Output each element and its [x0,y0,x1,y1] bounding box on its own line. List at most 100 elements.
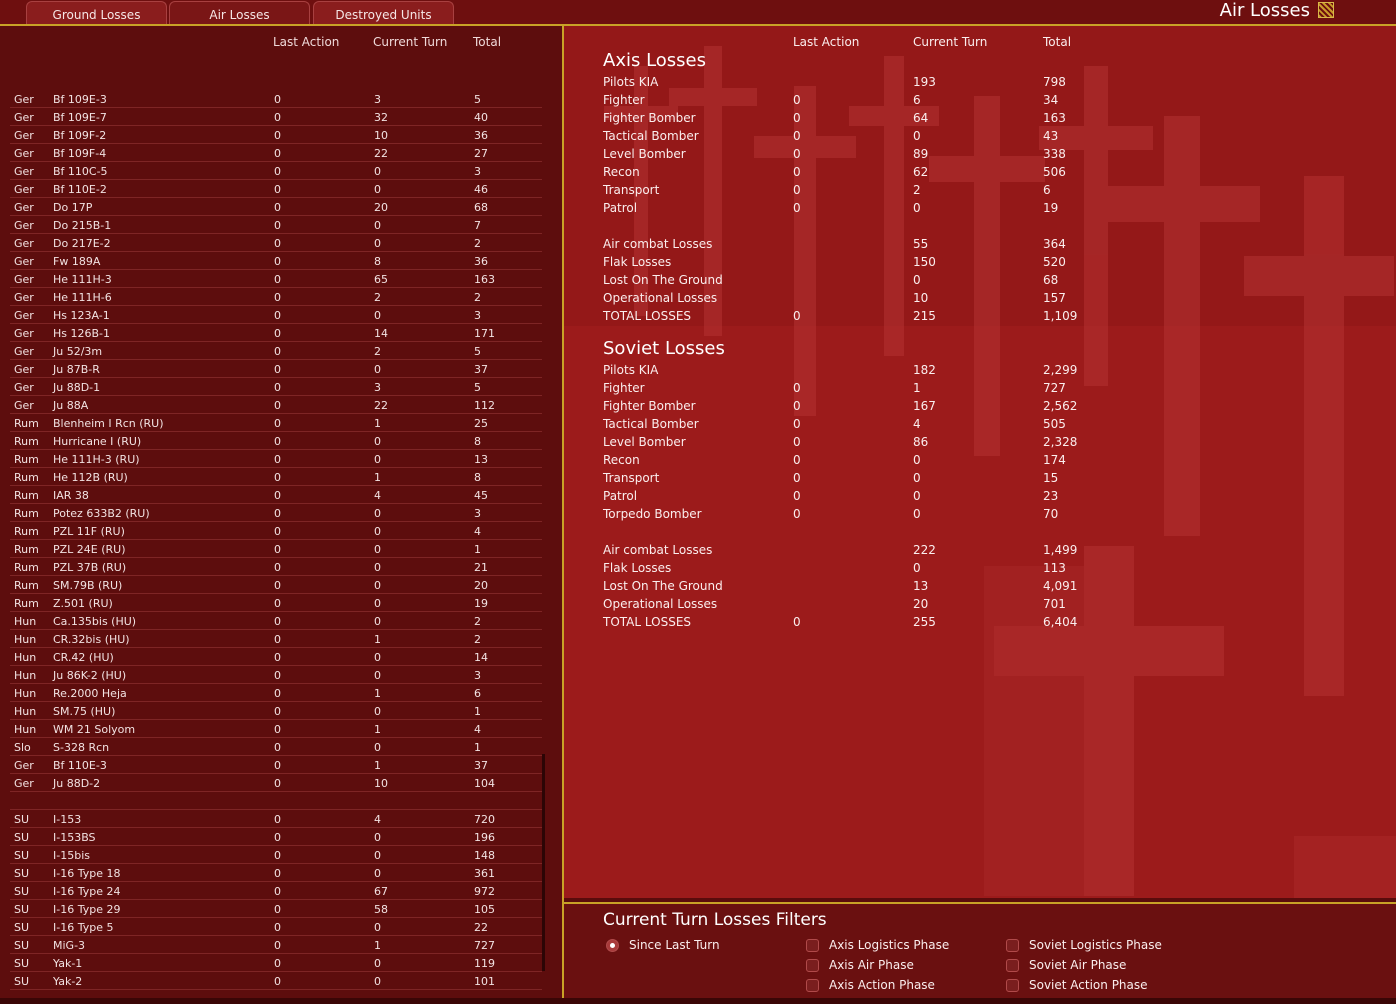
tab-air-losses[interactable]: Air Losses [169,1,310,24]
table-row[interactable]: Hun WM 21 Solyom 0 1 4 [10,720,542,738]
table-row[interactable]: Rum IAR 38 0 4 45 [10,486,542,504]
current-turn-value: 0 [913,471,921,485]
category-label: Recon [603,453,640,467]
table-row[interactable]: Ger Hs 126B-1 0 14 171 [10,324,542,342]
table-row[interactable]: Rum He 111H-3 (RU) 0 0 13 [10,450,542,468]
table-row[interactable]: Rum Blenheim I Rcn (RU) 0 1 25 [10,414,542,432]
aircraft-name-cell: MiG-3 [53,939,86,952]
map-icon[interactable] [1318,2,1334,18]
aircraft-name-cell: I-16 Type 24 [53,885,121,898]
table-row[interactable]: SU Yak-1 0 0 119 [10,954,542,972]
total-value: 798 [1043,75,1066,89]
nation-cell: Hun [14,705,37,718]
checkbox[interactable] [806,939,819,952]
checkbox[interactable] [1006,959,1019,972]
last-action-value: 0 [793,615,801,629]
total-value: 6 [1043,183,1051,197]
table-row[interactable]: Rum Potez 633B2 (RU) 0 0 3 [10,504,542,522]
table-row[interactable]: SU I-16 Type 18 0 0 361 [10,864,542,882]
total-cell: 972 [474,885,495,898]
total-cell: 46 [474,183,488,196]
table-row[interactable]: Ger Bf 110C-5 0 0 3 [10,162,542,180]
table-row[interactable]: Ger Bf 109F-4 0 22 27 [10,144,542,162]
current-turn-cell: 0 [374,453,381,466]
table-row[interactable]: Ger Ju 52/3m 0 2 5 [10,342,542,360]
table-row[interactable] [10,792,542,810]
total-cell: 68 [474,201,488,214]
category-label: Patrol [603,201,638,215]
current-turn-cell: 0 [374,543,381,556]
table-row[interactable]: SU I-16 Type 5 0 0 22 [10,918,542,936]
checkbox[interactable] [806,979,819,992]
checkbox[interactable] [1006,939,1019,952]
table-row[interactable]: Ger Fw 189A 0 8 36 [10,252,542,270]
table-row[interactable]: SU MiG-3 0 1 727 [10,936,542,954]
table-row[interactable]: Rum PZL 37B (RU) 0 0 21 [10,558,542,576]
tab-ground-losses[interactable]: Ground Losses [26,1,167,24]
scrollbar[interactable] [542,754,545,971]
radio-button[interactable] [606,939,619,952]
table-row[interactable]: Hun CR.32bis (HU) 0 1 2 [10,630,542,648]
current-turn-cell: 3 [374,93,381,106]
tab-destroyed-units[interactable]: Destroyed Units [313,1,454,24]
summary-row: Fighter Bomber 0 64 163 [603,111,1303,129]
last-action-cell: 0 [274,669,281,682]
table-row[interactable]: SU I-16 Type 24 0 67 972 [10,882,542,900]
aircraft-name-cell: Ju 88A [53,399,89,412]
category-label: Patrol [603,489,638,503]
table-row[interactable]: Ger Do 217E-2 0 0 2 [10,234,542,252]
table-row[interactable]: Ger Bf 109E-7 0 32 40 [10,108,542,126]
total-cell: 2 [474,615,481,628]
aircraft-name-cell: CR.32bis (HU) [53,633,130,646]
current-turn-cell: 0 [374,507,381,520]
table-row[interactable]: SU I-15bis 0 0 148 [10,846,542,864]
table-row[interactable]: SU I-153 0 4 720 [10,810,542,828]
checkbox[interactable] [806,959,819,972]
table-row[interactable]: Ger Do 215B-1 0 0 7 [10,216,542,234]
table-row[interactable]: Rum He 112B (RU) 0 1 8 [10,468,542,486]
option-label: Soviet Action Phase [1029,978,1148,992]
last-action-value: 0 [793,165,801,179]
table-row[interactable]: Ger Do 17P 0 20 68 [10,198,542,216]
aircraft-name-cell: CR.42 (HU) [53,651,114,664]
table-row[interactable]: Ger Hs 123A-1 0 0 3 [10,306,542,324]
table-row[interactable]: Ger Ju 88D-2 0 10 104 [10,774,542,792]
nation-cell: Slo [14,741,31,754]
table-row[interactable]: Rum PZL 24E (RU) 0 0 1 [10,540,542,558]
table-row[interactable]: Hun CR.42 (HU) 0 0 14 [10,648,542,666]
table-row[interactable]: SU I-153BS 0 0 196 [10,828,542,846]
table-row[interactable]: Hun SM.75 (HU) 0 0 1 [10,702,542,720]
checkbox[interactable] [1006,979,1019,992]
option-label: Soviet Air Phase [1029,958,1127,972]
table-row[interactable]: Ger Ju 88A 0 22 112 [10,396,542,414]
table-row[interactable]: Rum SM.79B (RU) 0 0 20 [10,576,542,594]
total-cell: 727 [474,939,495,952]
total-value: 701 [1043,597,1066,611]
current-turn-value: 150 [913,255,936,269]
total-cell: 36 [474,255,488,268]
last-action-cell: 0 [274,165,281,178]
table-row[interactable]: Ger He 111H-3 0 65 163 [10,270,542,288]
table-row[interactable]: SU Yak-2 0 0 101 [10,972,542,990]
table-row[interactable]: Ger Ju 88D-1 0 3 5 [10,378,542,396]
table-row[interactable]: Ger Bf 109E-3 0 3 5 [10,90,542,108]
table-row[interactable]: Rum Z.501 (RU) 0 0 19 [10,594,542,612]
table-row[interactable]: Ger He 111H-6 0 2 2 [10,288,542,306]
table-row[interactable]: Slo S-328 Rcn 0 0 1 [10,738,542,756]
last-action-value: 0 [793,309,801,323]
table-row[interactable]: Ger Ju 87B-R 0 0 37 [10,360,542,378]
table-row[interactable]: Rum PZL 11F (RU) 0 0 4 [10,522,542,540]
nation-cell: Ger [14,399,34,412]
table-row[interactable]: Ger Bf 110E-3 0 1 37 [10,756,542,774]
table-row[interactable]: Hun Re.2000 Heja 0 1 6 [10,684,542,702]
total-cell: 8 [474,471,481,484]
table-row[interactable]: Rum Hurricane I (RU) 0 0 8 [10,432,542,450]
nation-cell: Rum [14,489,39,502]
current-turn-cell: 67 [374,885,388,898]
aircraft-list-panel: Last Action Current Turn Total Ger Bf 109… [0,26,564,998]
table-row[interactable]: Hun Ca.135bis (HU) 0 0 2 [10,612,542,630]
table-row[interactable]: Hun Ju 86K-2 (HU) 0 0 3 [10,666,542,684]
table-row[interactable]: SU I-16 Type 29 0 58 105 [10,900,542,918]
table-row[interactable]: Ger Bf 110E-2 0 0 46 [10,180,542,198]
table-row[interactable]: Ger Bf 109F-2 0 10 36 [10,126,542,144]
